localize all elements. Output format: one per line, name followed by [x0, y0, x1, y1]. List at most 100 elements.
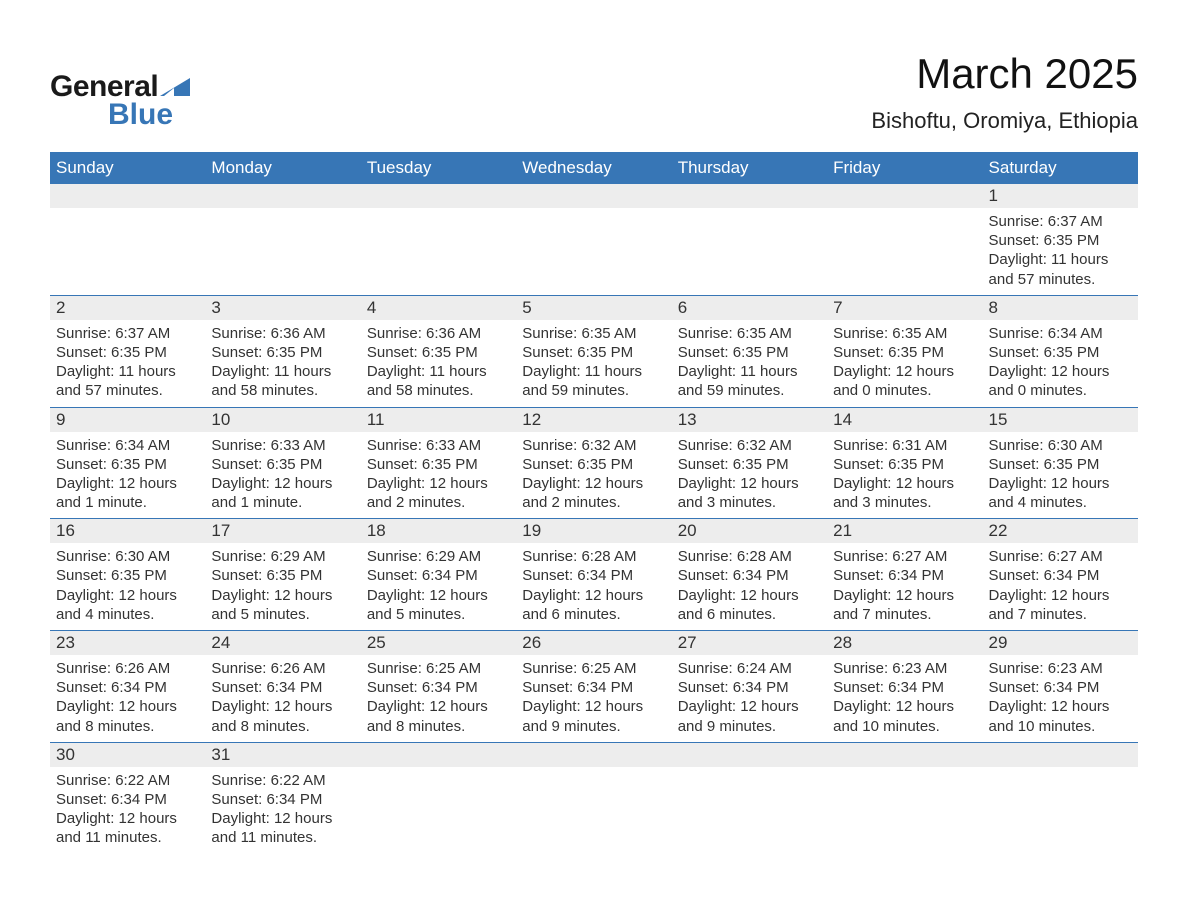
day-details: Sunrise: 6:25 AMSunset: 6:34 PMDaylight:…: [361, 655, 516, 742]
empty-day-number: [672, 184, 827, 208]
calendar-cell: [827, 742, 982, 853]
sunset-label: Sunset: 6:34 PM: [367, 566, 510, 585]
sunset-label: Sunset: 6:34 PM: [56, 678, 199, 697]
day-details: Sunrise: 6:23 AMSunset: 6:34 PMDaylight:…: [827, 655, 982, 742]
sunset-label: Sunset: 6:35 PM: [211, 455, 354, 474]
daylight-label: Daylight: 11 hours and 57 minutes.: [989, 250, 1132, 288]
empty-day-number: [827, 184, 982, 208]
sunset-label: Sunset: 6:35 PM: [367, 455, 510, 474]
calendar-cell: [516, 184, 671, 295]
day-number: 9: [50, 408, 205, 432]
sunrise-label: Sunrise: 6:24 AM: [678, 659, 821, 678]
empty-day-details: [672, 767, 827, 849]
col-saturday: Saturday: [983, 152, 1138, 184]
sunrise-label: Sunrise: 6:32 AM: [522, 436, 665, 455]
calendar-cell: 17Sunrise: 6:29 AMSunset: 6:35 PMDayligh…: [205, 519, 360, 631]
daylight-label: Daylight: 12 hours and 8 minutes.: [367, 697, 510, 735]
day-details: Sunrise: 6:28 AMSunset: 6:34 PMDaylight:…: [672, 543, 827, 630]
sunrise-label: Sunrise: 6:29 AM: [211, 547, 354, 566]
day-details: Sunrise: 6:27 AMSunset: 6:34 PMDaylight:…: [827, 543, 982, 630]
day-details: Sunrise: 6:28 AMSunset: 6:34 PMDaylight:…: [516, 543, 671, 630]
day-details: Sunrise: 6:30 AMSunset: 6:35 PMDaylight:…: [983, 432, 1138, 519]
calendar-week-row: 9Sunrise: 6:34 AMSunset: 6:35 PMDaylight…: [50, 407, 1138, 519]
day-number: 7: [827, 296, 982, 320]
calendar-cell: 19Sunrise: 6:28 AMSunset: 6:34 PMDayligh…: [516, 519, 671, 631]
day-number: 10: [205, 408, 360, 432]
day-number: 26: [516, 631, 671, 655]
day-number: 30: [50, 743, 205, 767]
sunset-label: Sunset: 6:34 PM: [56, 790, 199, 809]
sunrise-label: Sunrise: 6:27 AM: [989, 547, 1132, 566]
location-label: Bishoftu, Oromiya, Ethiopia: [871, 108, 1138, 134]
sunrise-label: Sunrise: 6:25 AM: [367, 659, 510, 678]
daylight-label: Daylight: 11 hours and 59 minutes.: [522, 362, 665, 400]
empty-day-details: [205, 208, 360, 290]
empty-day-number: [205, 184, 360, 208]
calendar-cell: 6Sunrise: 6:35 AMSunset: 6:35 PMDaylight…: [672, 295, 827, 407]
day-number: 3: [205, 296, 360, 320]
calendar-header-row: Sunday Monday Tuesday Wednesday Thursday…: [50, 152, 1138, 184]
day-number: 18: [361, 519, 516, 543]
empty-day-details: [672, 208, 827, 290]
sunrise-label: Sunrise: 6:22 AM: [211, 771, 354, 790]
empty-day-details: [50, 208, 205, 290]
daylight-label: Daylight: 12 hours and 8 minutes.: [56, 697, 199, 735]
sunrise-label: Sunrise: 6:34 AM: [56, 436, 199, 455]
empty-day-number: [361, 184, 516, 208]
calendar-week-row: 2Sunrise: 6:37 AMSunset: 6:35 PMDaylight…: [50, 295, 1138, 407]
daylight-label: Daylight: 11 hours and 58 minutes.: [367, 362, 510, 400]
day-number: 16: [50, 519, 205, 543]
sunrise-label: Sunrise: 6:26 AM: [56, 659, 199, 678]
sunset-label: Sunset: 6:35 PM: [989, 231, 1132, 250]
day-details: Sunrise: 6:35 AMSunset: 6:35 PMDaylight:…: [827, 320, 982, 407]
sunrise-label: Sunrise: 6:26 AM: [211, 659, 354, 678]
day-number: 4: [361, 296, 516, 320]
day-number: 12: [516, 408, 671, 432]
day-details: Sunrise: 6:25 AMSunset: 6:34 PMDaylight:…: [516, 655, 671, 742]
day-details: Sunrise: 6:37 AMSunset: 6:35 PMDaylight:…: [983, 208, 1138, 295]
daylight-label: Daylight: 12 hours and 4 minutes.: [56, 586, 199, 624]
sunset-label: Sunset: 6:35 PM: [989, 343, 1132, 362]
daylight-label: Daylight: 12 hours and 6 minutes.: [678, 586, 821, 624]
daylight-label: Daylight: 12 hours and 11 minutes.: [56, 809, 199, 847]
calendar-cell: 14Sunrise: 6:31 AMSunset: 6:35 PMDayligh…: [827, 407, 982, 519]
day-details: Sunrise: 6:29 AMSunset: 6:35 PMDaylight:…: [205, 543, 360, 630]
daylight-label: Daylight: 12 hours and 6 minutes.: [522, 586, 665, 624]
day-number: 1: [983, 184, 1138, 208]
sunrise-label: Sunrise: 6:22 AM: [56, 771, 199, 790]
sunset-label: Sunset: 6:35 PM: [56, 455, 199, 474]
col-wednesday: Wednesday: [516, 152, 671, 184]
calendar-cell: 23Sunrise: 6:26 AMSunset: 6:34 PMDayligh…: [50, 631, 205, 743]
sunrise-label: Sunrise: 6:30 AM: [56, 547, 199, 566]
calendar-cell: 7Sunrise: 6:35 AMSunset: 6:35 PMDaylight…: [827, 295, 982, 407]
sunrise-label: Sunrise: 6:35 AM: [522, 324, 665, 343]
daylight-label: Daylight: 12 hours and 5 minutes.: [367, 586, 510, 624]
day-details: Sunrise: 6:33 AMSunset: 6:35 PMDaylight:…: [361, 432, 516, 519]
day-details: Sunrise: 6:24 AMSunset: 6:34 PMDaylight:…: [672, 655, 827, 742]
daylight-label: Daylight: 12 hours and 0 minutes.: [833, 362, 976, 400]
sunrise-label: Sunrise: 6:23 AM: [833, 659, 976, 678]
sunrise-label: Sunrise: 6:34 AM: [989, 324, 1132, 343]
calendar-cell: 18Sunrise: 6:29 AMSunset: 6:34 PMDayligh…: [361, 519, 516, 631]
daylight-label: Daylight: 12 hours and 4 minutes.: [989, 474, 1132, 512]
calendar-cell: [361, 742, 516, 853]
sunset-label: Sunset: 6:34 PM: [989, 678, 1132, 697]
col-sunday: Sunday: [50, 152, 205, 184]
calendar-cell: 1Sunrise: 6:37 AMSunset: 6:35 PMDaylight…: [983, 184, 1138, 295]
day-details: Sunrise: 6:34 AMSunset: 6:35 PMDaylight:…: [983, 320, 1138, 407]
page-title: March 2025: [871, 50, 1138, 98]
day-number: 31: [205, 743, 360, 767]
calendar-cell: 31Sunrise: 6:22 AMSunset: 6:34 PMDayligh…: [205, 742, 360, 853]
day-number: 15: [983, 408, 1138, 432]
calendar-cell: 20Sunrise: 6:28 AMSunset: 6:34 PMDayligh…: [672, 519, 827, 631]
sunset-label: Sunset: 6:35 PM: [678, 455, 821, 474]
daylight-label: Daylight: 12 hours and 7 minutes.: [989, 586, 1132, 624]
sunset-label: Sunset: 6:34 PM: [367, 678, 510, 697]
sunset-label: Sunset: 6:34 PM: [522, 566, 665, 585]
day-details: Sunrise: 6:26 AMSunset: 6:34 PMDaylight:…: [50, 655, 205, 742]
sunset-label: Sunset: 6:34 PM: [833, 678, 976, 697]
daylight-label: Daylight: 11 hours and 59 minutes.: [678, 362, 821, 400]
day-details: Sunrise: 6:32 AMSunset: 6:35 PMDaylight:…: [516, 432, 671, 519]
daylight-label: Daylight: 11 hours and 58 minutes.: [211, 362, 354, 400]
sunset-label: Sunset: 6:35 PM: [522, 343, 665, 362]
